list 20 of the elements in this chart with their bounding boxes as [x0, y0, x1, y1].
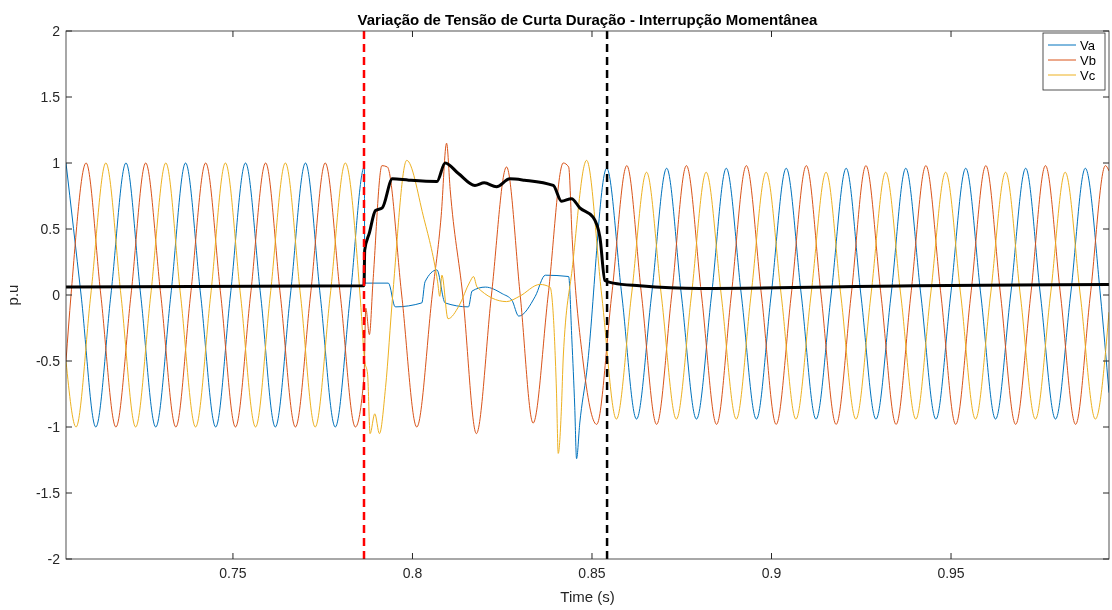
x-tick-label: 0.8 — [402, 565, 423, 581]
x-tick-label: 0.75 — [219, 565, 247, 581]
chart-title: Variação de Tensão de Curta Duração - Interrupção Momentânea — [357, 11, 819, 28]
x-tick-label: 0.85 — [578, 565, 606, 581]
legend-label: Vb — [1080, 53, 1096, 68]
x-tick-label: 0.95 — [937, 565, 965, 581]
y-tick-label: 1.5 — [40, 89, 61, 105]
y-tick-label: -1 — [47, 419, 61, 435]
y-tick-label: 1 — [52, 155, 61, 171]
x-tick-label: 0.9 — [761, 565, 782, 581]
y-tick-label: -0.5 — [35, 353, 61, 369]
legend-label: Va — [1080, 38, 1096, 53]
y-tick-label: 0.5 — [40, 221, 61, 237]
y-tick-label: -2 — [47, 551, 61, 567]
y-tick-label: 0 — [52, 287, 61, 303]
y-tick-label: -1.5 — [35, 485, 61, 501]
y-axis-title: p.u — [4, 284, 21, 306]
x-axis-title: Time (s) — [560, 588, 615, 605]
legend-label: Vc — [1080, 68, 1096, 83]
y-tick-label: 2 — [52, 23, 61, 39]
